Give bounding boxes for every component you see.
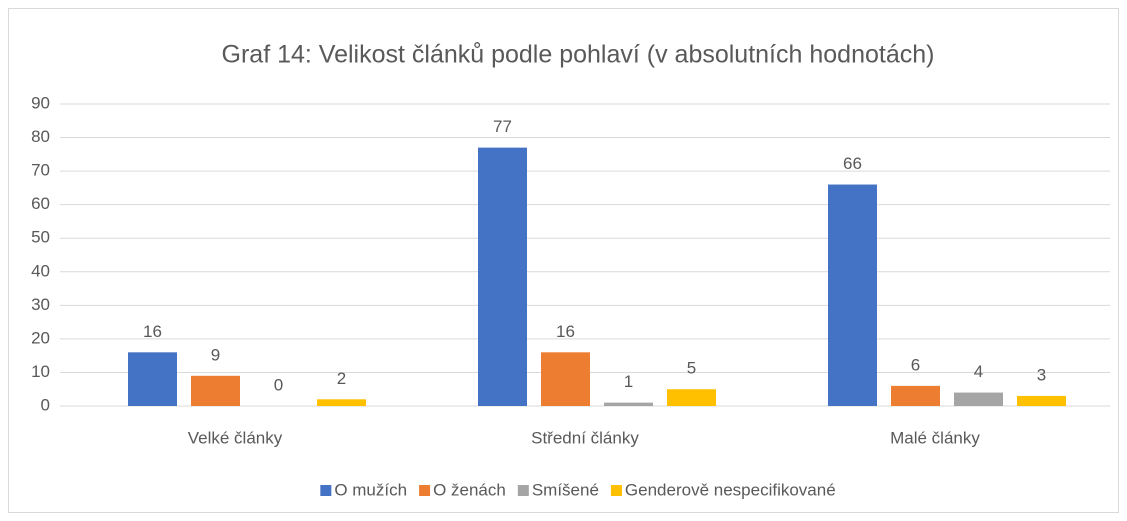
- bar: [667, 389, 716, 406]
- data-label: 4: [974, 362, 983, 381]
- y-tick-label: 40: [31, 261, 50, 280]
- y-tick-label: 10: [31, 362, 50, 381]
- bar: [954, 392, 1003, 406]
- legend-label: O mužích: [334, 480, 407, 499]
- data-label: 5: [687, 359, 696, 378]
- bar: [891, 385, 940, 406]
- x-tick-label: Střední články: [531, 428, 639, 447]
- y-tick-label: 30: [31, 295, 50, 314]
- legend-swatch: [610, 485, 622, 496]
- x-tick-label: Malé články: [890, 428, 980, 447]
- legend-swatch: [419, 485, 431, 496]
- data-label: 6: [911, 355, 920, 374]
- data-label: 16: [143, 322, 162, 341]
- y-tick-label: 50: [31, 228, 50, 247]
- legend-swatch: [320, 485, 332, 496]
- legend-label: Genderově nespecifikované: [625, 480, 836, 499]
- y-tick-label: 80: [31, 127, 50, 146]
- data-label: 16: [556, 322, 575, 341]
- data-label: 66: [843, 154, 862, 173]
- bar: [1017, 395, 1066, 406]
- x-tick-label: Velké články: [188, 428, 283, 447]
- data-label: 1: [624, 372, 633, 391]
- chart-border: [8, 8, 1119, 513]
- bar: [191, 375, 240, 406]
- data-label: 77: [493, 117, 512, 136]
- y-tick-label: 20: [31, 328, 50, 347]
- bar: [317, 399, 366, 406]
- data-label: 3: [1037, 365, 1046, 384]
- legend-swatch: [517, 485, 529, 496]
- bar: [128, 352, 177, 406]
- bar: [478, 147, 527, 406]
- legend-label: Smíšené: [532, 480, 599, 499]
- y-tick-label: 60: [31, 194, 50, 213]
- data-label: 2: [337, 369, 346, 388]
- bar: [604, 402, 653, 406]
- data-label: 9: [211, 345, 220, 364]
- bar: [541, 352, 590, 406]
- bar: [828, 184, 877, 406]
- legend-label: O ženách: [433, 480, 506, 499]
- y-tick-label: 70: [31, 161, 50, 180]
- y-tick-label: 90: [31, 93, 50, 112]
- chart-title: Graf 14: Velikost článků podle pohlaví (…: [222, 41, 935, 69]
- y-tick-label: 0: [41, 395, 50, 414]
- data-label: 0: [274, 375, 283, 394]
